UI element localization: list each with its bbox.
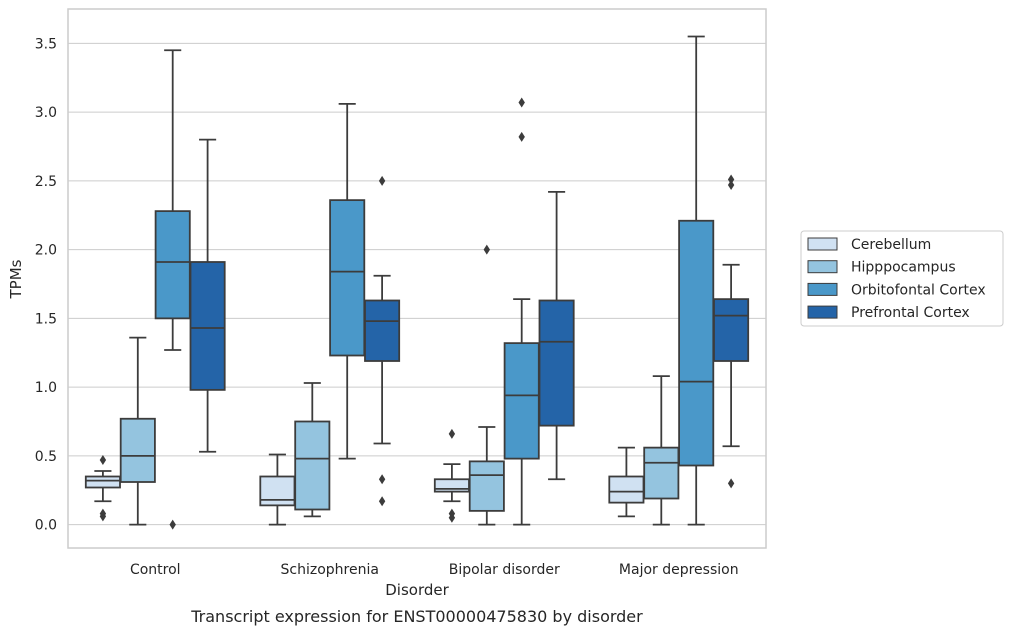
legend-label: Prefrontal Cortex (851, 305, 970, 321)
box-cerebellum (259, 453, 296, 526)
legend-swatch (807, 260, 838, 274)
y-tick-label: 2.5 (35, 174, 57, 190)
outlier-point (99, 511, 107, 522)
x-axis-label: Disorder (385, 581, 449, 599)
box-cerebellum (433, 428, 470, 523)
legend-label: Orbitofontal Cortex (851, 282, 986, 298)
x-tick-label: Schizophrenia (281, 562, 379, 578)
x-tick-label: Major depression (619, 562, 739, 578)
box-hipppocampus (643, 375, 680, 526)
box-hipppocampus (294, 382, 331, 518)
legend-frame (800, 230, 1004, 327)
box-body (503, 342, 540, 460)
y-tick-label: 3.0 (35, 105, 57, 121)
outlier-point (727, 174, 735, 185)
legend-swatch (807, 305, 838, 319)
x-tick-label: Control (130, 562, 181, 578)
box-body (154, 210, 191, 320)
box-body (643, 446, 680, 500)
legend-label: Cerebellum (851, 237, 931, 253)
outlier-point (518, 97, 525, 108)
x-tick-labels: Control Schizophrenia Bipolar disorder Majo… (130, 562, 739, 578)
box-orbitofontal-cortex (154, 49, 191, 530)
box-body (364, 299, 401, 362)
box-orbitofontal-cortex (503, 97, 540, 526)
legend-swatch (807, 282, 838, 296)
y-tick-label: 2.0 (35, 243, 57, 259)
box-body (259, 475, 296, 507)
outlier-point (378, 474, 386, 485)
outlier-point (727, 478, 735, 489)
outlier-point (727, 180, 735, 190)
outlier-point (448, 428, 456, 439)
outlier-point (448, 512, 456, 523)
plot-frame (67, 8, 767, 549)
chart-caption: Transcript expression for ENST0000047583… (190, 607, 643, 626)
box-hipppocampus (119, 336, 156, 526)
outlier-point (518, 131, 525, 142)
box-cerebellum (608, 446, 645, 518)
legend-swatch (807, 237, 838, 251)
legend-label: Hipppocampus (851, 260, 956, 276)
y-tick-label: 0.0 (35, 518, 57, 534)
outlier-point (378, 175, 386, 186)
box-groups (84, 35, 750, 530)
box-prefrontal-cortex (713, 174, 750, 489)
outlier-point (99, 455, 107, 465)
box-body (468, 460, 505, 512)
box-body (713, 298, 750, 362)
y-tick-label: 1.5 (35, 311, 57, 327)
box-body (294, 420, 331, 511)
box-body (119, 417, 156, 483)
y-tick-label: 0.5 (35, 449, 57, 465)
y-axis-label: TPMs (7, 259, 25, 299)
y-tick-labels: 0.0 0.5 1.0 1.5 2.0 2.5 3.0 3.5 (35, 36, 57, 533)
y-tick-label: 3.5 (35, 36, 57, 52)
legend: Cerebellum Hipppocampus Orbitofontal Corte… (800, 230, 1004, 327)
outlier-point (483, 244, 490, 255)
x-tick-label: Bipolar disorder (449, 562, 560, 578)
outlier-point (169, 519, 176, 530)
box-body (84, 475, 121, 489)
box-body (329, 199, 366, 357)
box-orbitofontal-cortex (329, 102, 366, 460)
y-tick-label: 1.0 (35, 380, 57, 396)
box-prefrontal-cortex (189, 138, 226, 453)
box-prefrontal-cortex (538, 190, 575, 481)
box-body (538, 299, 575, 427)
box-hipppocampus (468, 244, 505, 526)
outlier-point (378, 496, 386, 507)
box-prefrontal-cortex (364, 175, 401, 507)
box-cerebellum (84, 455, 121, 522)
box-body (608, 475, 645, 504)
box-body (678, 219, 715, 467)
box-body (189, 261, 226, 391)
box-orbitofontal-cortex (678, 35, 715, 526)
